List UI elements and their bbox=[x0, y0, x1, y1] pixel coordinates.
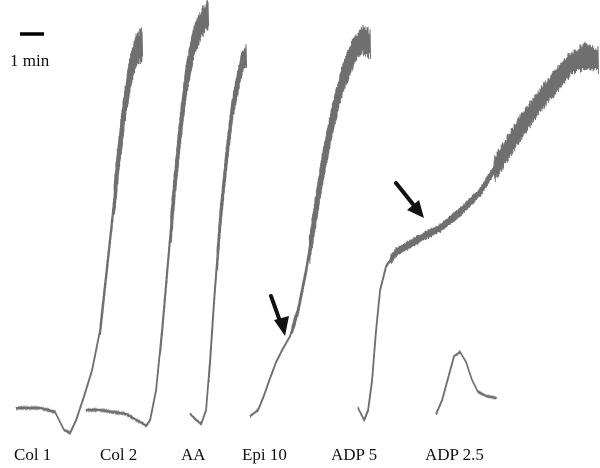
label-adp-5: ADP 5 bbox=[331, 445, 377, 464]
arrow-annotations bbox=[269, 181, 424, 336]
trace-epi-10 bbox=[249, 24, 372, 419]
label-epi-10: Epi 10 bbox=[242, 445, 287, 464]
trace-col-1-col-2 bbox=[15, 27, 144, 436]
trace-adp-5 bbox=[357, 42, 599, 422]
label-adp-2-5: ADP 2.5 bbox=[425, 445, 484, 464]
trace-aa bbox=[189, 44, 248, 426]
arrow-adp-5 bbox=[394, 181, 424, 218]
scale-bar-label: 1 min bbox=[10, 51, 50, 70]
arrow-epi-10 bbox=[269, 294, 289, 336]
label-aa: AA bbox=[181, 445, 206, 464]
label-col-2: Col 2 bbox=[100, 445, 137, 464]
trace-labels: Col 1 Col 2 AA Epi 10 ADP 5 ADP 2.5 bbox=[14, 445, 484, 464]
trace-col-2-baseline bbox=[85, 0, 210, 429]
trace-group bbox=[15, 0, 599, 436]
trace-adp-2-5 bbox=[435, 349, 498, 416]
scale-bar: 1 min bbox=[10, 32, 50, 70]
label-col-1: Col 1 bbox=[14, 445, 51, 464]
